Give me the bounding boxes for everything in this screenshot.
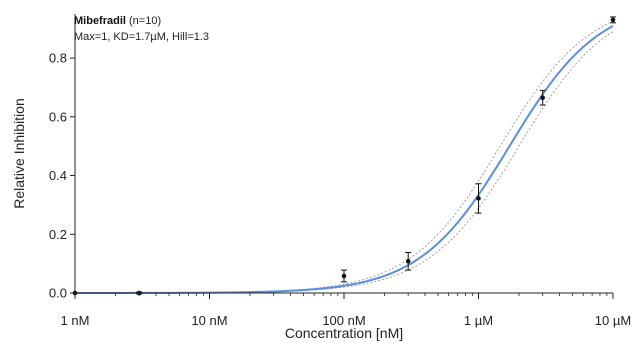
y-tick-label: 0.0: [49, 286, 67, 301]
point-marker: [610, 17, 616, 23]
data-points-layer: [72, 16, 616, 296]
data-point: [341, 269, 347, 283]
fit-parameters: Max=1, KD=1.7µM, Hill=1.3: [74, 31, 209, 43]
point-marker: [540, 95, 545, 100]
point-marker: [341, 273, 347, 279]
data-point: [475, 183, 482, 214]
annotation: Mibefradil (n=10) Max=1, KD=1.7µM, Hill=…: [74, 15, 209, 43]
y-tick-label: 0.6: [49, 109, 67, 124]
x-tick-label: 1 nM: [61, 313, 90, 328]
x-tick-label: 10 µM: [595, 313, 631, 328]
band-lower: [75, 31, 614, 294]
point-marker: [476, 196, 481, 201]
compound-name: Mibefradil: [74, 15, 126, 27]
y-tick-label: 0.2: [49, 227, 67, 242]
data-point: [539, 89, 546, 106]
y-axis-title: Relative Inhibition: [11, 98, 27, 209]
point-marker: [405, 258, 411, 264]
sample-size: (n=10): [126, 15, 161, 27]
x-axis-title: Concentration [nM]: [285, 325, 403, 341]
confidence-band: [75, 21, 614, 294]
band-upper: [75, 21, 614, 294]
x-tick-label: 100 nM: [322, 313, 365, 328]
x-tick-label: 10 nM: [191, 313, 227, 328]
data-point: [610, 16, 616, 24]
x-tick-label: 1 µM: [464, 313, 493, 328]
axis-labels: Concentration [nM] Relative Inhibition: [11, 98, 403, 341]
fit-curve-layer: [75, 25, 614, 294]
data-point: [405, 251, 412, 271]
axes: 0.0 0.2 0.4 0.6 0.8 1 nM 10 nM 100 nM 1 µM 10 µM: [49, 14, 631, 328]
y-tick-label: 0.4: [49, 168, 67, 183]
y-tick-label: 0.8: [49, 51, 67, 66]
annotation-title: Mibefradil (n=10): [74, 15, 161, 27]
fit-curve: [75, 25, 614, 294]
